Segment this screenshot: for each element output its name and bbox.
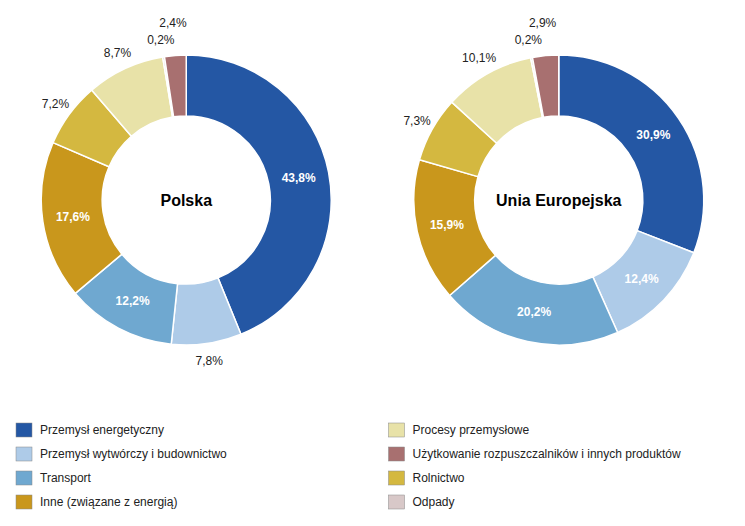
legend-swatch xyxy=(389,423,405,437)
legend-label: Przemysł energetyczny xyxy=(40,423,164,437)
data-label: 15,9% xyxy=(430,218,464,232)
slices xyxy=(414,55,704,345)
data-label: 7,3% xyxy=(403,114,431,128)
legend-label: Rolnictwo xyxy=(413,471,465,485)
data-label: 12,4% xyxy=(625,272,659,286)
slice xyxy=(559,55,704,253)
slice xyxy=(532,55,558,117)
legend-swatch xyxy=(389,495,405,509)
title: Polska xyxy=(160,192,212,209)
legend-item: Inne (związane z energią) xyxy=(16,495,177,509)
legend-label: Procesy przemysłowe xyxy=(413,423,530,437)
data-labels: 43,8% 12,2% 17,6% 7,8% 7,2% 8,7% 0,2% 2,4% xyxy=(42,16,316,368)
slice xyxy=(414,160,496,296)
data-label: 10,1% xyxy=(462,51,496,65)
slice xyxy=(452,58,543,144)
donut: 43,8% 12,2% 17,6% 7,8% 7,2% 8,7% 0,2% 2,4% Polsk… xyxy=(41,16,331,368)
data-label: 8,7% xyxy=(104,46,132,60)
legend-item: Użytkowanie rozpuszczalników i innych pr… xyxy=(389,447,681,461)
data-label: 0,2% xyxy=(515,33,543,47)
legend-item: Przemysł wytwórczy i budownictwo xyxy=(16,447,227,461)
legend-item: Odpady xyxy=(389,495,455,509)
legend-label: Transport xyxy=(40,471,92,485)
data-label: 43,8% xyxy=(282,171,316,185)
legend-swatch xyxy=(16,495,32,509)
legend-item: Transport xyxy=(16,471,92,485)
data-label: 0,2% xyxy=(147,33,175,47)
title: Unia Europejska xyxy=(496,192,621,209)
data-label: 12,2% xyxy=(116,294,150,308)
data-label: 30,9% xyxy=(636,128,670,142)
legend: Procesy przemysłowe Użytkowanie rozpuszcz… xyxy=(389,423,681,509)
legend-swatch xyxy=(16,423,32,437)
data-label: 7,2% xyxy=(42,97,70,111)
legend-swatch xyxy=(16,447,32,461)
slice xyxy=(92,57,173,136)
data-label: 20,2% xyxy=(517,305,551,319)
legend-label: Inne (związane z energią) xyxy=(40,495,177,509)
legend-item: Rolnictwo xyxy=(389,471,465,485)
legend-swatch xyxy=(389,447,405,461)
slice xyxy=(171,278,241,345)
slices xyxy=(41,55,331,345)
data-label: 17,6% xyxy=(56,210,90,224)
legend-item: Procesy przemysłowe xyxy=(389,423,530,437)
legend-item: Przemysł energetyczny xyxy=(16,423,164,437)
data-labels: 30,9% 12,4% 20,2% 15,9% 7,3% 10,1% 0,2% 2,9% xyxy=(403,16,670,319)
data-label: 2,9% xyxy=(529,16,557,30)
legend: Przemysł energetyczny Przemysł wytwórczy … xyxy=(16,423,227,509)
data-label: 2,4% xyxy=(159,16,187,30)
slice xyxy=(164,55,186,117)
legend-swatch xyxy=(16,471,32,485)
legend-label: Użytkowanie rozpuszczalników i innych pr… xyxy=(413,447,681,461)
legend-label: Odpady xyxy=(413,495,455,509)
donut: 30,9% 12,4% 20,2% 15,9% 7,3% 10,1% 0,2% 2,9% Uni… xyxy=(403,16,703,345)
chart: 43,8% 12,2% 17,6% 7,8% 7,2% 8,7% 0,2% 2,4% Polsk… xyxy=(0,0,745,526)
legend-swatch xyxy=(389,471,405,485)
data-label: 7,8% xyxy=(195,354,223,368)
legend-label: Przemysł wytwórczy i budownictwo xyxy=(40,447,227,461)
